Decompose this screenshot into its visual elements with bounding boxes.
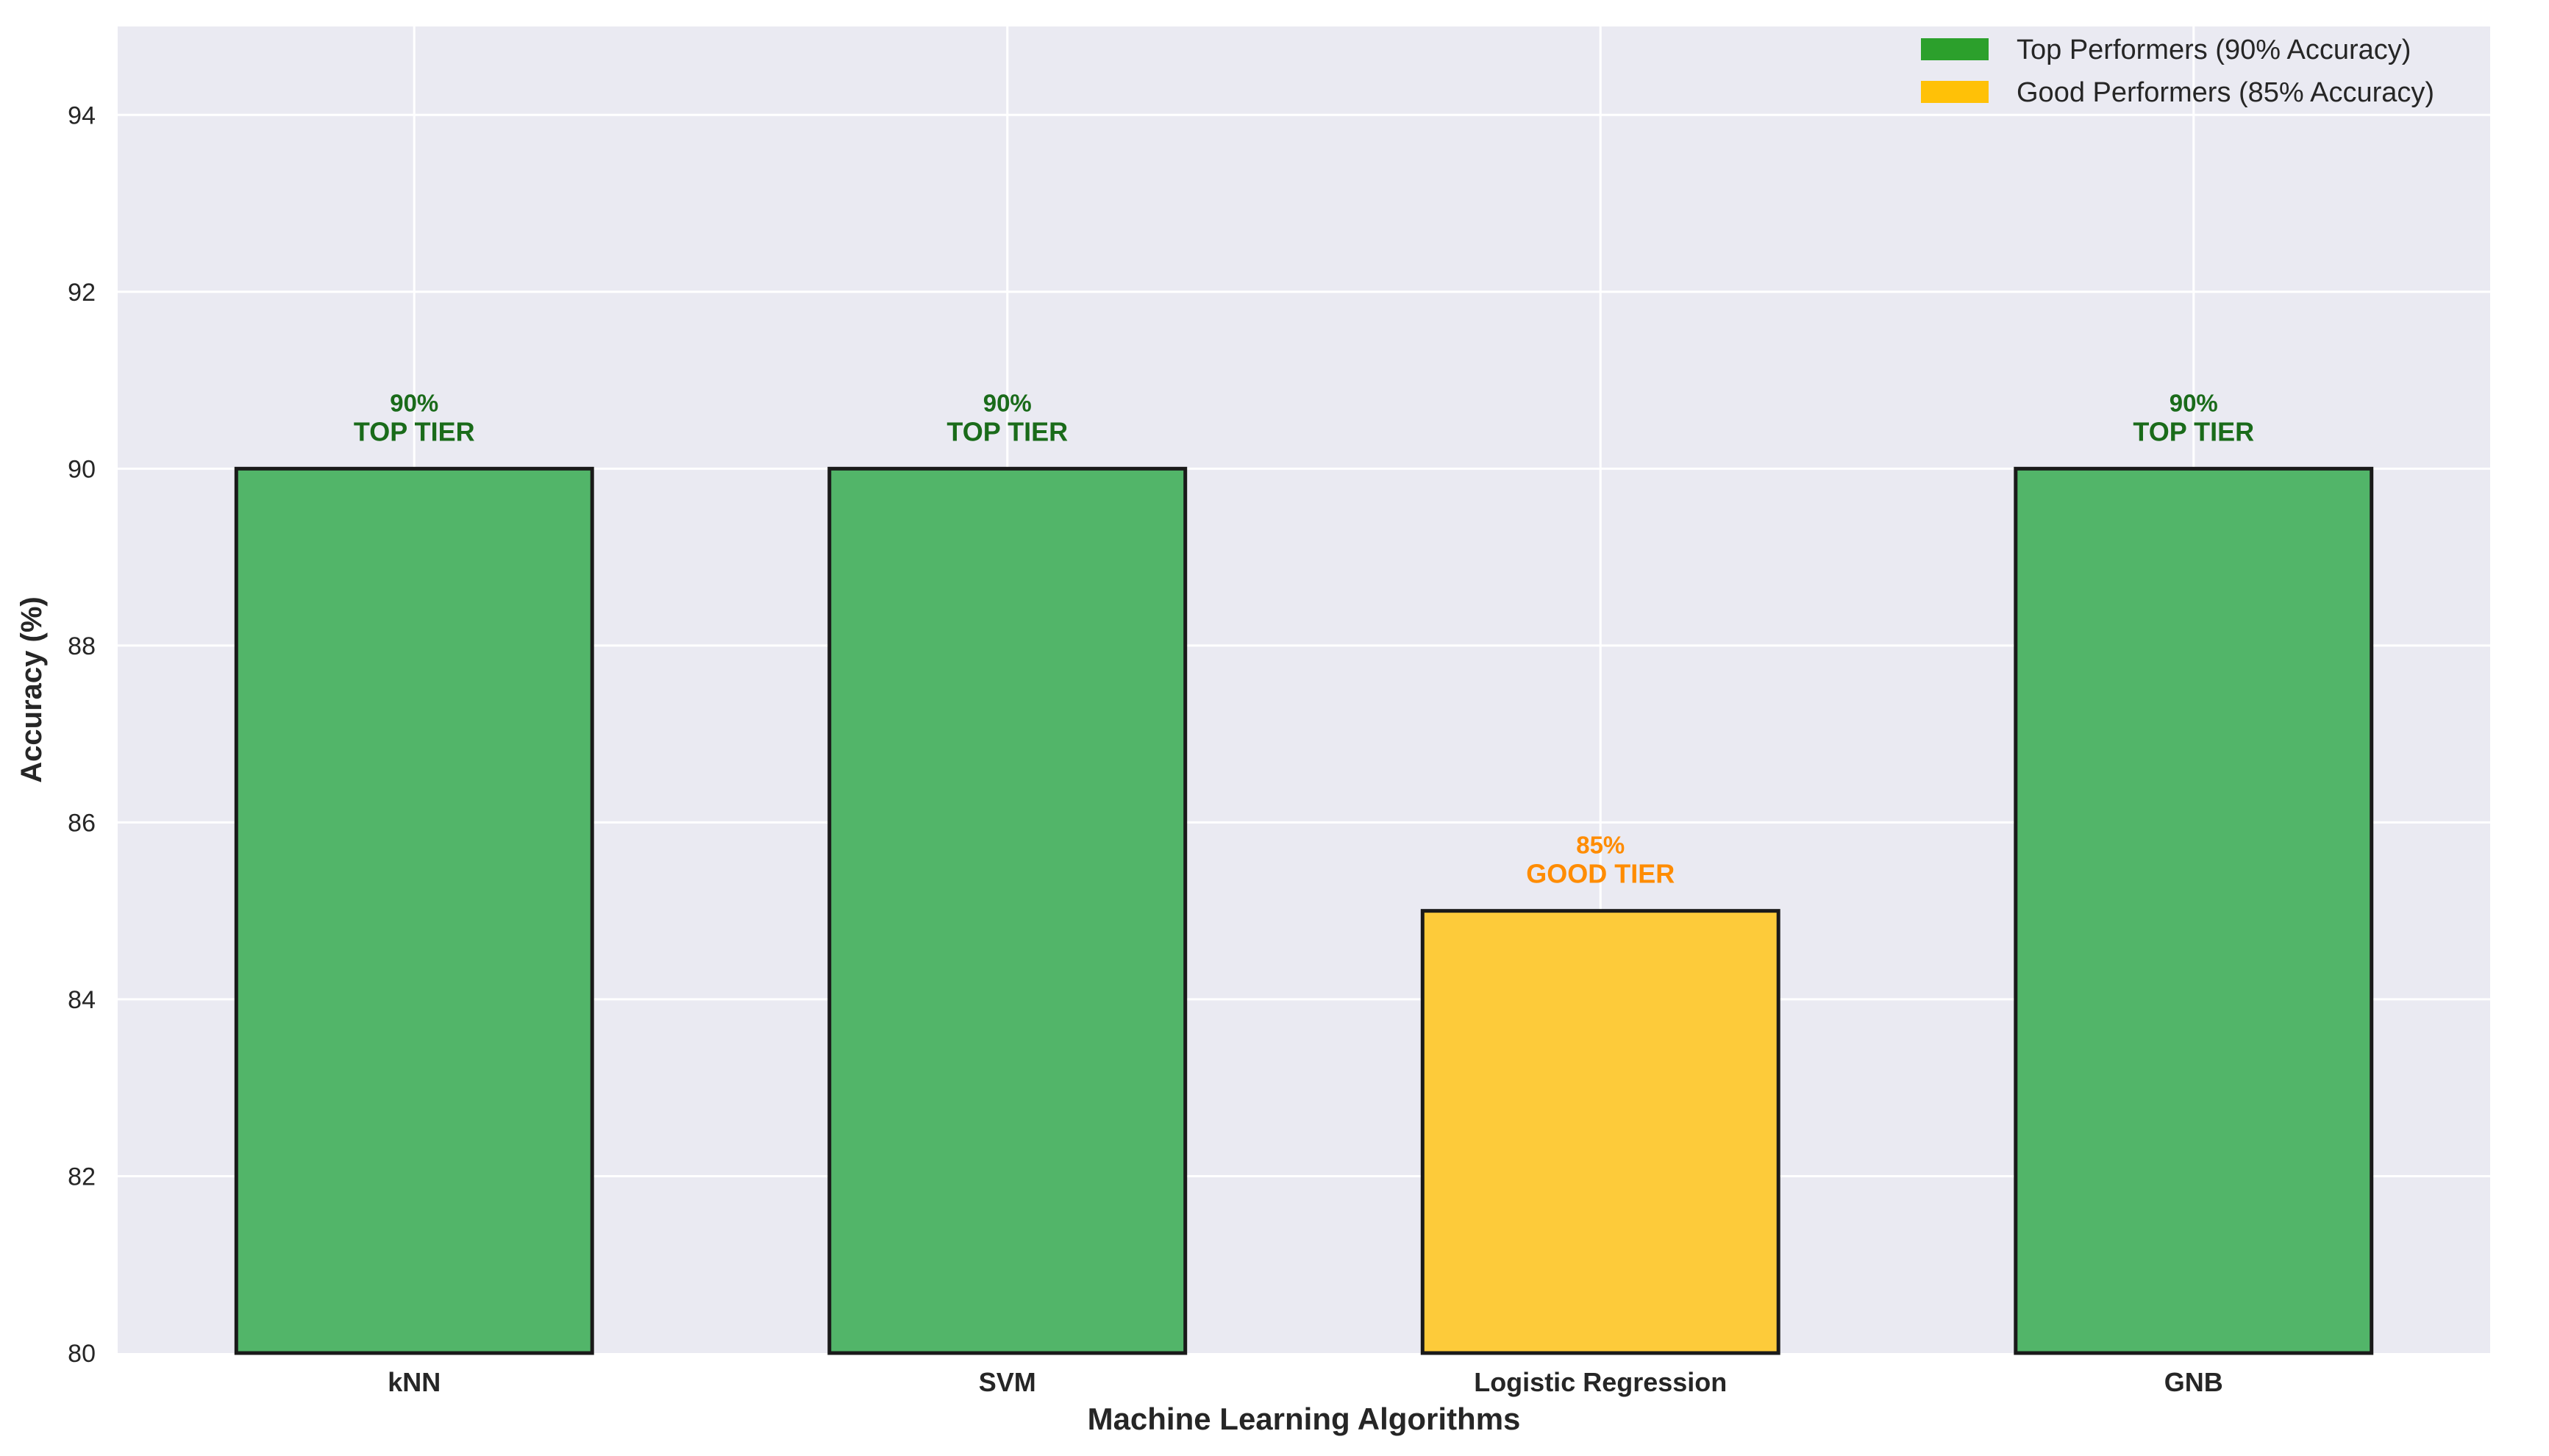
bar-tier-label: TOP TIER [2133,416,2254,446]
x-tick-label: Logistic Regression [1474,1367,1727,1397]
y-tick-label: 90 [68,455,96,483]
bar-tier-label: GOOD TIER [1526,859,1675,889]
bar-value-label: 90% [983,389,1032,416]
y-tick-label: 86 [68,809,96,837]
y-tick-label: 88 [68,632,96,660]
y-tick-label: 82 [68,1163,96,1191]
bar-value-label: 90% [390,389,438,416]
bar-logistic-regression [1420,909,1780,1355]
x-tick-label: SVM [979,1367,1036,1397]
x-axis: kNN SVM Logistic Regression GNB [388,1367,2223,1397]
legend-label-top: Top Performers (90% Accuracy) [2017,35,2411,65]
y-tick-label: 84 [68,986,96,1014]
bar-value-label: 90% [2170,389,2218,416]
y-axis-label: Accuracy (%) [15,596,48,782]
bar-gnb [2014,466,2374,1355]
legend-swatch-good [1921,81,1989,103]
x-tick-label: GNB [2164,1367,2223,1397]
x-axis-label: Machine Learning Algorithms [1088,1402,1521,1436]
legend: Top Performers (90% Accuracy) Good Perfor… [1921,35,2434,108]
y-tick-label: 94 [68,101,96,129]
legend-swatch-top [1921,38,1989,60]
y-tick-label: 80 [68,1340,96,1368]
bar-value-label: 85% [1576,832,1625,859]
bar-svm [827,466,1188,1355]
y-axis: 80 82 84 86 88 90 92 94 [68,101,96,1368]
bar-tier-label: TOP TIER [946,416,1068,446]
bar-knn [234,466,594,1355]
legend-label-good: Good Performers (85% Accuracy) [2017,77,2434,108]
bar-tier-label: TOP TIER [354,416,475,446]
x-tick-label: kNN [388,1367,441,1397]
bars [234,466,2374,1355]
y-tick-label: 92 [68,279,96,307]
